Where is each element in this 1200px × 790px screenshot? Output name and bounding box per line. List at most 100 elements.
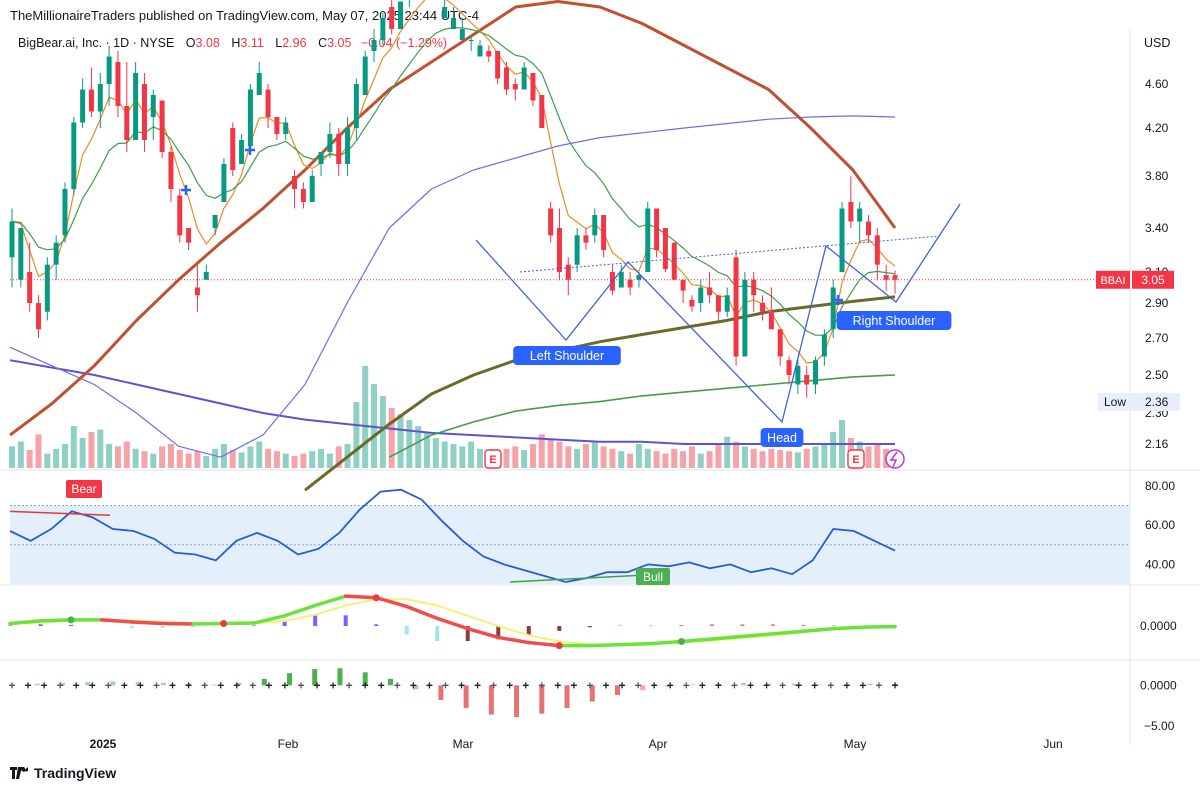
momentum-bar: [589, 685, 595, 702]
x-tick-label: 2025: [90, 737, 117, 751]
momentum-bar: [438, 685, 444, 700]
rsi-tick-label: 40.00: [1145, 557, 1175, 571]
candle-body: [583, 235, 589, 243]
low-tag-name: Low: [1104, 395, 1126, 409]
currency-label[interactable]: USD: [1144, 36, 1171, 50]
volume-bar: [326, 453, 333, 468]
earnings-marker: [484, 449, 502, 469]
volume-bar: [79, 438, 86, 468]
price-tick-label: 3.40: [1145, 221, 1169, 235]
momentum-bar: [463, 685, 469, 709]
head-shoulders-pattern: [475, 203, 961, 424]
osc-tick-label: 0.0000: [1140, 619, 1177, 633]
candle-body: [601, 215, 607, 250]
osc-fast-line: [38, 618, 73, 623]
momentum-bar: [387, 678, 393, 686]
candle-body: [848, 202, 854, 222]
osc-histogram-bar: [831, 625, 836, 627]
candle-body: [565, 264, 571, 280]
price-tick-label: 4.60: [1145, 77, 1169, 91]
candle-body: [159, 100, 165, 152]
momentum-cross-marker: [779, 682, 786, 689]
volume-bar: [794, 452, 801, 468]
volume-bar: [706, 451, 713, 468]
momentum-bar: [337, 668, 343, 686]
momentum-cross-marker: [426, 682, 433, 689]
candle-body: [336, 134, 342, 164]
momentum-bar: [211, 684, 217, 686]
candle-body: [212, 215, 218, 228]
candle-body: [883, 275, 889, 280]
momentum-cross-marker: [169, 682, 176, 689]
osc-histogram-bar: [618, 625, 623, 627]
candle-body: [371, 40, 377, 51]
x-tick-label: May: [844, 737, 867, 751]
momentum-bar: [539, 685, 545, 714]
candle-body: [486, 51, 492, 57]
momentum-bar: [261, 678, 267, 686]
osc-histogram-bar: [801, 624, 806, 627]
rsi-bear-label-bg: [66, 480, 102, 498]
candle-body: [80, 89, 86, 123]
ma-olive-line: [304, 295, 896, 492]
osc-histogram-bar: [130, 626, 135, 628]
volume-bar: [282, 453, 289, 468]
volume-bar: [415, 426, 422, 468]
momentum-bar: [59, 682, 65, 686]
volume-bar: [697, 453, 704, 468]
momentum-cross-marker: [57, 682, 64, 689]
lightning-icon: [889, 451, 898, 468]
momentum-cross-marker: [619, 682, 626, 689]
momentum-cross-marker: [699, 682, 706, 689]
volume-bar: [88, 432, 95, 468]
osc-cross-dot: [67, 616, 75, 624]
momentum-cross-marker: [233, 682, 240, 689]
volume-bar: [406, 420, 413, 468]
momentum-cross-marker: [89, 682, 96, 689]
ma-blue-long-line: [9, 359, 895, 445]
pattern-label: Right Shoulder: [853, 314, 936, 328]
volume-bar: [424, 432, 431, 468]
momentum-cross-marker: [362, 682, 369, 689]
volume-bar: [44, 453, 51, 468]
symbol-name[interactable]: BigBear.ai, Inc. · 1D · NYSE: [18, 36, 175, 50]
osc-fast-line: [496, 635, 531, 645]
pattern-label: Head: [767, 431, 797, 445]
price-tick-label: 3.80: [1145, 169, 1169, 183]
candle-body: [530, 73, 536, 101]
rsi-bear-label: Bear: [71, 482, 96, 496]
candle-body: [760, 303, 766, 312]
osc-fast-line: [130, 620, 165, 626]
momentum-cross-marker: [394, 682, 401, 689]
earnings-marker: [847, 449, 865, 469]
momentum-bar: [665, 685, 671, 687]
osc-fast-line: [343, 594, 378, 600]
osc-fast-line: [679, 637, 714, 644]
osc-fast-line: [649, 639, 684, 646]
candle-body: [451, 18, 456, 29]
price-tick-label: 2.70: [1145, 331, 1169, 345]
candle-body: [751, 279, 757, 296]
momentum-cross-marker: [811, 682, 818, 689]
candle-body: [398, 1, 404, 29]
osc-histogram-bar: [740, 624, 745, 627]
volume-bar: [671, 448, 678, 468]
pattern-label-bg: [513, 346, 621, 365]
candle-body: [477, 45, 483, 57]
volume-bar: [9, 446, 15, 468]
osc-histogram-bar: [69, 624, 74, 627]
candle-body: [742, 279, 748, 357]
volume-bar: [565, 446, 572, 468]
candle-body: [521, 67, 527, 90]
candle-body: [327, 134, 333, 152]
osc-histogram-bar: [8, 625, 12, 627]
candle-body: [35, 303, 41, 330]
momentum-cross-marker: [795, 682, 802, 689]
low-tag-bg: [1098, 393, 1180, 411]
volume-bar: [176, 450, 183, 468]
osc-histogram-bar: [343, 615, 348, 627]
volume-bar: [600, 446, 607, 468]
osc-fast-line: [466, 626, 501, 640]
candle-body: [194, 287, 200, 296]
